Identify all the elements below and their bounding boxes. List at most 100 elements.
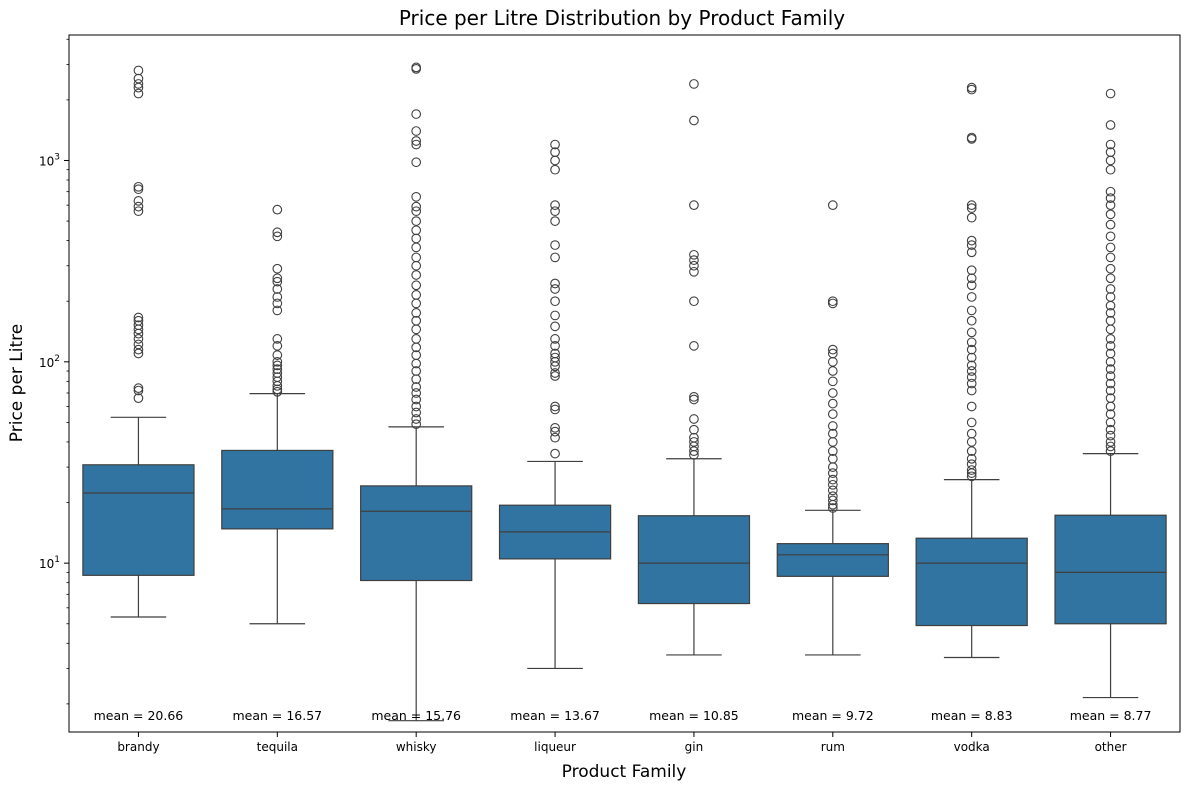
iqr-box [360,485,473,582]
outlier-point [1105,378,1116,389]
box-brandy [82,416,195,618]
outlier-point [550,348,560,359]
outlier-point [966,337,977,348]
outlier-point [411,388,422,398]
outlier-point [1105,292,1116,302]
outlier-point [550,401,560,412]
outlier-point [272,364,283,374]
outlier-point [1105,88,1116,99]
outlier-point [966,327,977,338]
outlier-point [966,82,977,93]
box-gin [637,458,751,656]
outlier-point [1105,348,1116,359]
outlier-point [411,419,422,430]
outlier-point [411,366,422,376]
outlier-point [272,386,283,397]
outlier-point [550,352,560,363]
outlier-point [1105,334,1116,344]
outlier-point [1105,120,1116,130]
outlier-point [689,260,699,271]
outlier-point [550,284,560,294]
outlier-point [133,73,144,84]
outlier-point [411,324,422,335]
mean-label: mean = 20.66 [94,708,184,723]
outlier-point [827,428,838,439]
outlier-point [827,503,838,513]
iqr-box [82,464,195,576]
outlier-point [689,266,699,277]
outlier-point [133,385,144,396]
outlier-point [966,132,977,143]
outlier-point [411,191,422,202]
outlier-point [550,147,560,157]
outlier-point [689,437,699,447]
outlier-point [1105,193,1116,203]
outlier-point [411,394,422,405]
y-tick-label: 101 [39,555,60,571]
outlier-point [966,417,977,428]
outlier-point [272,263,283,274]
outlier-point [550,252,560,263]
outlier-point [689,79,699,89]
outlier-point [966,273,977,284]
outlier-point [966,200,977,210]
mean-label: mean = 8.83 [931,708,1013,723]
outlier-point [1105,424,1116,435]
outlier-point [966,235,977,246]
outlier-point [966,372,977,382]
outlier-point [689,341,699,351]
outlier-point [272,276,283,287]
outlier-point [1105,385,1116,396]
chart-title: Price per Litre Distribution by Product … [399,6,845,30]
outlier-point [133,201,144,212]
iqr-box [1054,514,1167,625]
fliers-layer [133,62,1116,513]
outlier-point [550,426,560,437]
outlier-point [411,252,422,263]
outlier-point [966,360,977,371]
outlier-point [411,315,422,326]
outlier-point [411,139,422,150]
outlier-point [966,344,977,355]
outlier-point [411,62,422,73]
outlier-point [966,385,977,396]
outlier-point [550,448,560,459]
outlier-point [966,471,977,482]
outlier-point [272,227,283,238]
outlier-point [272,231,283,242]
x-tick-label: other [1095,740,1127,754]
y-tick-label: 103 [39,152,60,168]
outlier-point [550,240,560,250]
outlier-point [689,115,699,126]
mean-labels-layer: mean = 20.66 mean = 16.57 mean = 15.76 mean… [94,708,1152,723]
outlier-point [966,352,977,363]
outlier-point [133,79,144,89]
outlier-point [1105,315,1116,326]
outlier-point [827,409,838,419]
outlier-point [827,388,838,398]
outlier-point [411,242,422,253]
outlier-point [272,292,283,302]
outlier-point [411,260,422,271]
outlier-point [966,453,977,464]
outlier-point [1105,242,1116,253]
outlier-point [827,376,838,387]
outlier-point [133,206,144,217]
outlier-point [827,468,838,478]
outlier-point [1105,263,1116,274]
mean-label: mean = 10.85 [649,708,739,723]
outlier-point [133,196,144,206]
outlier-point [1105,393,1116,404]
outlier-point [689,432,699,443]
outlier-point [550,216,560,226]
outlier-point [1105,308,1116,318]
outlier-point [827,296,838,307]
outlier-point [966,401,977,412]
outlier-point [411,290,422,300]
outlier-point [272,384,283,395]
x-tick-label: brandy [117,740,159,754]
mean-label: mean = 13.67 [510,708,600,723]
outlier-point [1105,252,1116,263]
box-liqueur [498,460,612,670]
y-tick-label: 102 [39,354,60,370]
